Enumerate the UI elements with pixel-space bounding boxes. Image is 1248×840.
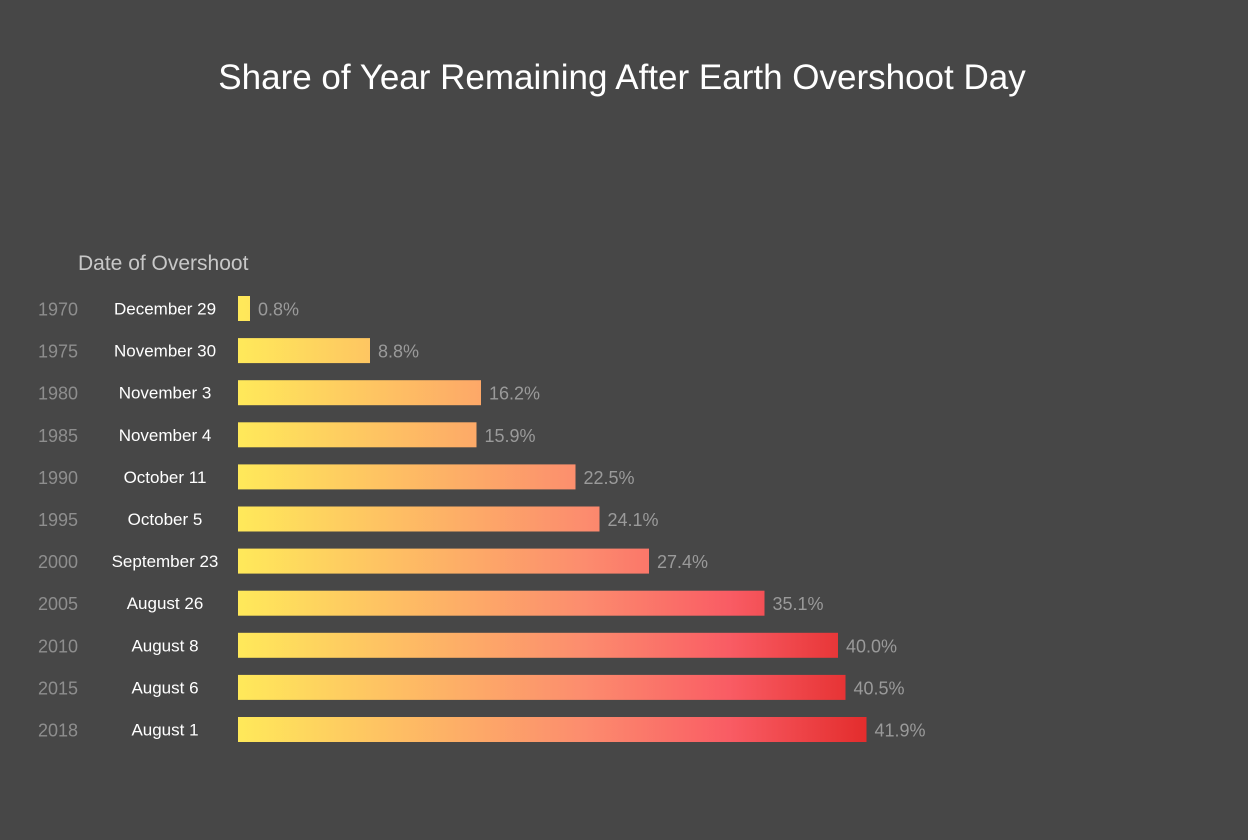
year-label: 1975 xyxy=(38,342,78,362)
year-label: 1980 xyxy=(38,384,78,404)
overshoot-date-label: October 11 xyxy=(124,468,207,487)
value-label: 27.4% xyxy=(657,552,708,572)
bar xyxy=(238,380,481,406)
overshoot-date-label: August 1 xyxy=(131,721,198,740)
value-label: 35.1% xyxy=(773,594,824,614)
bar xyxy=(238,717,867,742)
bar xyxy=(238,674,846,700)
year-label: 2010 xyxy=(38,636,78,656)
value-label: 0.8% xyxy=(258,300,299,320)
year-label: 2000 xyxy=(38,552,78,572)
overshoot-date-label: October 5 xyxy=(128,510,203,529)
overshoot-date-label: November 4 xyxy=(119,426,212,445)
value-label: 40.5% xyxy=(854,678,905,698)
overshoot-date-label: August 8 xyxy=(131,636,198,655)
overshoot-date-label: November 3 xyxy=(119,384,212,403)
overshoot-date-label: September 23 xyxy=(112,552,219,571)
year-label: 1990 xyxy=(38,468,78,488)
date-column-header: Date of Overshoot xyxy=(78,252,249,275)
year-label: 1985 xyxy=(38,426,78,446)
bar xyxy=(238,548,649,574)
value-label: 40.0% xyxy=(846,636,897,656)
bar-rows: 1970 December 29 0.8% 1975 November 30 8.8% 19… xyxy=(38,296,926,742)
chart-title: Share of Year Remaining After Earth Over… xyxy=(218,58,1026,97)
year-label: 2005 xyxy=(38,594,78,614)
bar xyxy=(238,296,250,321)
year-label: 1995 xyxy=(38,510,78,530)
bar xyxy=(238,422,477,448)
value-label: 22.5% xyxy=(584,468,635,488)
overshoot-date-label: August 6 xyxy=(131,678,198,697)
value-label: 24.1% xyxy=(608,510,659,530)
bar xyxy=(238,632,838,658)
value-label: 15.9% xyxy=(485,426,536,446)
overshoot-date-label: August 26 xyxy=(127,594,204,613)
value-label: 16.2% xyxy=(489,384,540,404)
year-label: 2018 xyxy=(38,721,78,741)
value-label: 41.9% xyxy=(875,721,926,741)
year-label: 2015 xyxy=(38,678,78,698)
bar xyxy=(238,506,600,532)
bar xyxy=(238,464,576,490)
bar xyxy=(238,338,370,364)
overshoot-date-label: November 30 xyxy=(114,342,216,361)
overshoot-date-label: December 29 xyxy=(114,300,216,319)
bar xyxy=(238,590,765,616)
value-label: 8.8% xyxy=(378,342,419,362)
year-label: 1970 xyxy=(38,300,78,320)
